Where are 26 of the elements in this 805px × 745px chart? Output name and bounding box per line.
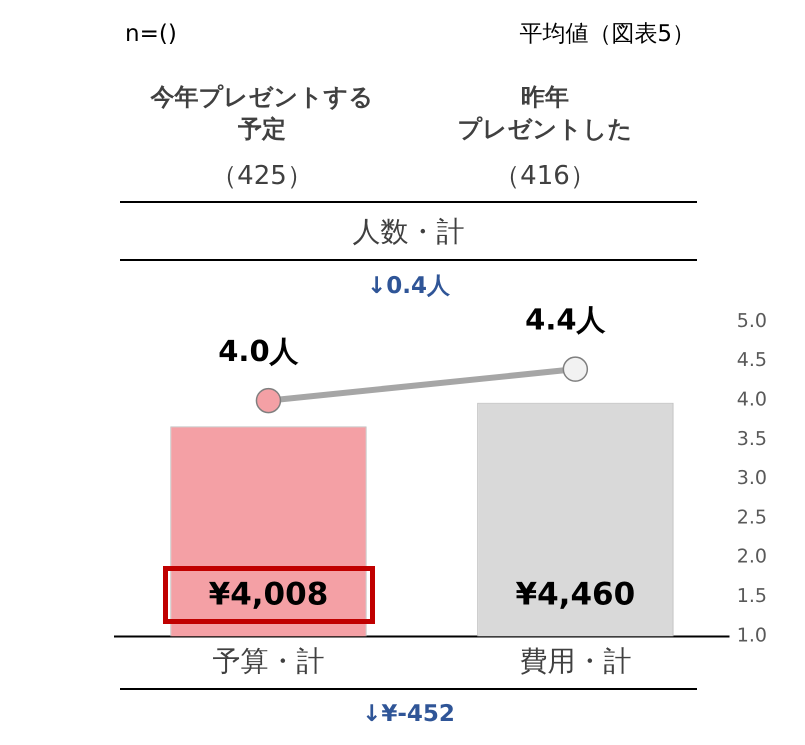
chart-title: 平均値（図表5） [519,20,695,49]
data-label: 4.4人 [525,302,607,337]
text: （416） [493,160,597,192]
data-label: ¥4,008 [208,576,328,612]
y-tick-label: 1.0 [736,624,767,646]
x-tick-label: 予算・計 [212,644,324,678]
x-tick-label: 費用・計 [519,644,632,678]
data-label: ¥4,460 [516,576,636,612]
y-tick-label: 5.0 [736,310,767,332]
text: ↓¥-452 [361,700,456,729]
y-tick-label: 3.0 [736,467,767,490]
y-tick-label: 4.5 [736,349,767,372]
data-label: 4.0人 [218,334,300,368]
y-tick-label: 2.5 [736,506,767,528]
text: 予定 [237,114,287,144]
text: n=() [125,20,177,49]
y-tick-label: 4.0 [736,388,767,411]
text: 昨年 [520,82,570,112]
y-tick-label: 1.5 [736,585,767,608]
y-tick-label: 2.0 [736,546,767,568]
text: ↓0.4人 [366,272,451,301]
text: プレゼントした [456,114,634,144]
text: （425） [210,160,314,192]
text: 今年プレゼントする [149,82,374,112]
y-tick-label: 3.5 [736,428,767,450]
text: 人数・計 [352,214,466,249]
